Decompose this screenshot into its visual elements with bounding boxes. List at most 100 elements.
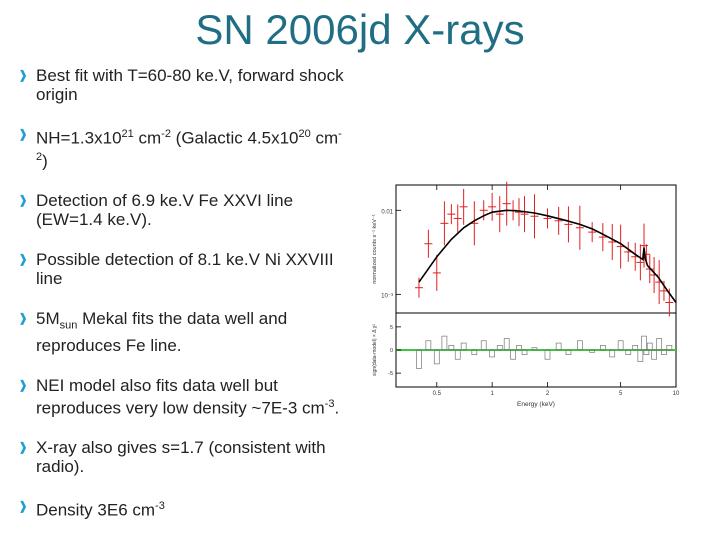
bullet-text: cm [133, 128, 162, 148]
residual-bar [454, 349, 461, 360]
bullet-text: -2 [161, 128, 171, 140]
residual-y-tick-label: 0 [390, 348, 393, 354]
slide-title: SN 2006jd X-rays [195, 6, 525, 53]
bullet-text: 5M [36, 309, 60, 329]
residual-bar [516, 345, 522, 351]
residual-bar [510, 349, 516, 360]
bullet-text: ) [42, 151, 48, 171]
x-tick-label: 2 [546, 391, 550, 397]
bullet-text: -3 [155, 500, 165, 513]
spectrum-data-point [453, 204, 462, 233]
residual-bar [521, 349, 528, 355]
spectrum-model-line [418, 209, 677, 303]
bullet-text: Best fit with T=60-80 ke.V, forward shoc… [36, 66, 344, 104]
bullet-item: ❱ 5Msun Mekal fits the data well and repr… [18, 309, 353, 354]
bullet-text: -3 [324, 397, 335, 410]
spectrum-data-point [588, 222, 597, 243]
residual-bar [589, 349, 596, 353]
bullet-text: Density 3E6 cm [36, 501, 156, 521]
residual-bar [641, 335, 647, 351]
spectrum-data-point [554, 206, 563, 235]
bullet-text: cm [310, 128, 339, 148]
residual-y-tick-label: -5 [388, 371, 393, 377]
bullet-text: NH=1.3x10 [36, 128, 122, 148]
spectrum-y-tick-label: 0.01 [381, 209, 393, 215]
residual-bar [643, 349, 650, 355]
spectrum-data-point [502, 181, 511, 226]
x-tick-label: 5 [619, 391, 623, 397]
spectrum-data-point [564, 206, 573, 243]
bullet-text: NEI model also fits data well but reprod… [36, 375, 325, 418]
residual-y-tick-label: 5 [390, 325, 393, 331]
bullet-item: ❱ Density 3E6 cm-3 [18, 497, 353, 520]
x-tick-label: 0.5 [433, 391, 442, 397]
residual-bar [416, 349, 422, 369]
residual-bar [651, 349, 657, 360]
residual-bar [425, 340, 432, 351]
bullet-list: ❱ Best fit with T=60-80 ke.V, forward sho… [18, 66, 353, 520]
bullet-item: ❱ Best fit with T=60-80 ke.V, forward sho… [18, 66, 353, 104]
spectrum-data-point [530, 194, 539, 239]
bullet-text: Detection of 6.9 ke.V Fe XXVI line (EW=1… [36, 191, 294, 230]
bullet-item: ❱ NH=1.3x1021 cm-2 (Galactic 4.5x1020 cm-… [18, 125, 353, 170]
spectrum-y-tick-label: 10⁻³ [381, 293, 393, 299]
x-tick-label: 1 [490, 391, 494, 397]
spectrum-data-point [432, 254, 441, 291]
bullet-text: sun [59, 319, 78, 332]
xray-spectrum-figure: 0.01 10⁻³ normalized counts s⁻¹ keV⁻¹ 0 5 -5 s… [372, 181, 680, 408]
bullet-item: ❱ Possible detection of 8.1 ke.V Ni XXVII… [18, 250, 353, 288]
spectrum-data-point [598, 223, 607, 252]
residual-bar [577, 340, 583, 351]
residual-bar [625, 349, 632, 355]
residual-bar [555, 342, 562, 351]
bullet-text: (Galactic 4.5x10 [170, 128, 299, 148]
bullet-item: ❱ NEI model also fits data well but repro… [18, 376, 353, 418]
residual-bar [661, 349, 667, 355]
spectrum-data-point [414, 277, 423, 298]
residual-bar [433, 349, 440, 365]
residual-bar [441, 335, 448, 351]
residual-bar [666, 345, 673, 351]
bullet-arrow-icon: ❱ [18, 193, 29, 208]
residual-bar [632, 345, 639, 351]
residual-y-axis-label: sign(data-model) × Δ χ² [372, 324, 378, 376]
residual-bar [599, 345, 606, 351]
spectrum-data-point [575, 205, 584, 250]
residual-bar [448, 345, 455, 351]
bullet-item: ❱ Detection of 6.9 ke.V Fe XXVI line (EW=… [18, 191, 353, 229]
x-axis-label: Energy (keV) [517, 401, 555, 408]
spectrum-data-point [543, 208, 552, 229]
residual-bar [531, 347, 538, 351]
bullet-arrow-icon: ❱ [18, 68, 29, 82]
bullet-text: 20 [298, 128, 311, 140]
spectrum-data-point [515, 198, 524, 227]
residual-bar [637, 349, 644, 362]
spectrum-data-point [636, 244, 645, 281]
bullet-arrow-icon: ❱ [18, 311, 29, 326]
bullet-arrow-icon: ❱ [18, 499, 29, 514]
residual-bar [503, 338, 510, 351]
spectrum-data-point [608, 223, 617, 260]
residual-bar [646, 342, 653, 351]
residual-bar [471, 349, 478, 355]
bullet-arrow-icon: ❱ [18, 252, 29, 267]
residual-bar [656, 338, 663, 351]
spectrum-data-point [424, 229, 433, 258]
bullet-text: 21 [121, 128, 134, 140]
bullet-arrow-icon: ❱ [18, 377, 29, 392]
bullet-item: ❱ X-ray also gives s=1.7 (consistent with… [18, 438, 353, 476]
residual-bar [489, 349, 495, 358]
bullet-arrow-icon: ❱ [18, 440, 29, 455]
residual-bar [480, 340, 487, 351]
spectrum-data-point [495, 196, 504, 233]
spectrum-data-point [440, 201, 449, 246]
bullet-arrow-icon: ❱ [18, 127, 29, 141]
residual-bar [617, 340, 624, 351]
spectrum-data-point [520, 196, 529, 233]
residual-bar [460, 342, 467, 351]
bullet-text: X-ray also gives s=1.7 (consistent with … [36, 438, 326, 477]
bullet-text: Mekal fits the data well and reproduces … [36, 309, 288, 355]
residual-bar [609, 349, 616, 358]
spectrum-frame [395, 184, 677, 314]
